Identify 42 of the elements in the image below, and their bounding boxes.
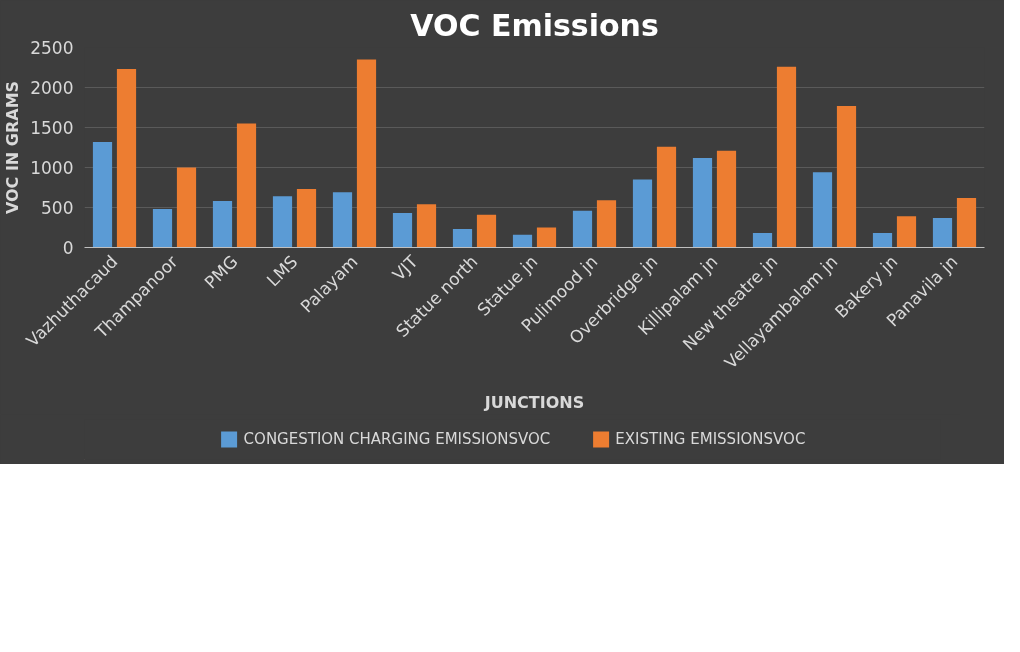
bar [776,66,797,248]
y-axis-title: VOC IN GRAMS [3,80,23,215]
chart-title: VOC Emissions [410,7,659,43]
bar [572,210,593,248]
bar [272,196,293,248]
bar [512,234,533,248]
y-tick-label: 2500 [30,38,74,58]
y-tick-label: 1000 [30,158,74,178]
bar [116,69,137,248]
bar [632,179,653,248]
legend-label: CONGESTION CHARGING EMISSIONSVOC [243,430,551,448]
bar [812,172,833,248]
bar [536,227,557,248]
bar [476,214,497,248]
bar [392,213,413,248]
y-tick-label: 2000 [30,78,74,98]
bar [896,216,917,248]
bar [296,189,317,248]
bar [692,157,713,248]
bar [716,150,737,248]
bar [236,123,257,248]
bar [332,192,353,248]
y-tick-label: 500 [41,198,74,218]
bar [152,209,173,248]
x-tick-label: VJT [388,250,423,285]
x-axis-title: JUNCTIONS [483,392,585,412]
bar [872,233,893,248]
y-tick-label: 1500 [30,118,74,138]
legend-label: EXISTING EMISSIONSVOC [615,430,806,448]
bar [596,200,617,248]
bar [932,217,953,248]
bar [212,201,233,248]
bar [956,197,977,248]
bar [416,204,437,248]
bar [356,59,377,248]
bar [752,233,773,248]
bar [656,146,677,248]
bar [92,141,113,248]
bar [452,229,473,248]
bar [176,167,197,248]
bar [836,105,857,248]
y-tick-label: 0 [62,238,74,258]
